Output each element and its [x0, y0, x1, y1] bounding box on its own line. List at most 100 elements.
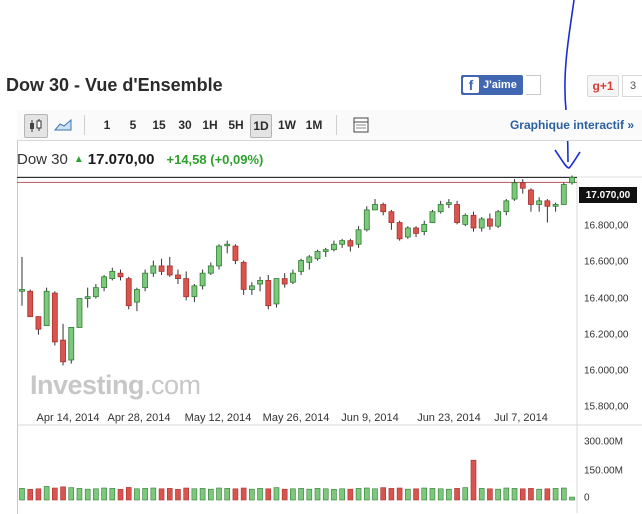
candle-body: [560, 184, 567, 205]
candle-body: [519, 182, 526, 189]
facebook-like-button[interactable]: f J'aime: [461, 75, 523, 95]
candle-body: [487, 218, 493, 227]
facebook-icon: f: [463, 77, 479, 93]
volume-bar: [544, 488, 551, 501]
volume-bar: [347, 488, 354, 501]
candle-body: [158, 265, 165, 272]
candle-body: [125, 278, 132, 307]
volume-bar: [569, 496, 575, 501]
candle-body: [339, 240, 346, 245]
volume-bar: [232, 488, 239, 501]
y-tick-label: 16.600,00: [584, 256, 629, 268]
candle-body: [51, 292, 58, 343]
volume-tick-label: 0: [584, 492, 590, 504]
x-tick-label: May 12, 2014: [184, 412, 252, 424]
candle-body: [142, 272, 149, 289]
volume-bar: [166, 488, 173, 501]
volume-bar: [298, 488, 304, 501]
candle-body: [43, 290, 50, 327]
y-tick-label: 16.200,00: [584, 329, 629, 341]
candle-body: [191, 285, 198, 298]
volume-bar: [462, 487, 469, 501]
volume-bar: [273, 487, 280, 501]
candle-body: [27, 290, 34, 317]
period-5[interactable]: 5: [129, 118, 137, 132]
period-1d[interactable]: 1D: [250, 114, 272, 138]
volume-bar: [76, 488, 83, 501]
candle-body: [470, 214, 477, 229]
candle-body: [84, 296, 91, 299]
candlestick-icon: [30, 119, 42, 132]
candle-body: [478, 218, 485, 229]
candle-body: [232, 245, 239, 261]
volume-bar: [117, 489, 124, 501]
candle-body: [183, 278, 190, 298]
x-tick-label: May 26, 2014: [262, 412, 330, 424]
volume-bar: [478, 488, 485, 501]
watermark-brand: Investing: [30, 370, 145, 400]
volume-bar: [150, 487, 157, 501]
quote-bar: Dow 30 ▲ 17.070,00 +14,58 (+0,09%): [17, 151, 263, 168]
period-1h[interactable]: 1H: [202, 118, 218, 132]
facebook-like-label: J'aime: [483, 79, 517, 91]
volume-bar: [191, 488, 198, 501]
volume-bar: [208, 488, 214, 501]
toolbar-divider: [84, 115, 85, 135]
volume-bar: [536, 488, 542, 501]
volume-bar: [125, 487, 132, 501]
interactive-chart-link[interactable]: Graphique interactif »: [509, 118, 634, 132]
volume-bar: [27, 489, 34, 501]
y-tick-label: 16.000,00: [584, 365, 629, 377]
candle-body: [528, 189, 534, 205]
candle-body: [331, 243, 337, 251]
table-view-button[interactable]: [350, 114, 372, 136]
candle-body: [396, 222, 403, 240]
period-1[interactable]: 1: [103, 118, 111, 132]
volume-bar: [396, 487, 403, 501]
candle-body: [511, 182, 518, 200]
period-1w[interactable]: 1W: [278, 118, 296, 132]
y-tick-label: 15.800,00: [584, 401, 629, 413]
volume-bar: [322, 488, 329, 501]
area-chart-button[interactable]: [52, 114, 74, 136]
candle-body: [454, 204, 460, 223]
volume-bar: [528, 488, 534, 501]
period-5h[interactable]: 5H: [228, 118, 244, 132]
table-icon: [353, 117, 369, 133]
candle-body: [413, 227, 419, 234]
candle-body: [437, 204, 444, 213]
period-1m[interactable]: 1M: [305, 118, 323, 132]
volume-bar: [224, 488, 231, 501]
y-tick-label: 16.400,00: [584, 293, 629, 304]
candlestick-chart-button[interactable]: [24, 114, 48, 138]
gplus-count: 3: [622, 75, 642, 97]
period-15[interactable]: 15: [152, 118, 166, 132]
volume-bar: [52, 487, 58, 501]
x-tick-label: Jun 23, 2014: [417, 412, 481, 424]
candle-body: [273, 278, 280, 305]
candle-body: [372, 204, 378, 211]
volume-tick-label: 300.00M: [584, 436, 623, 448]
candle-body: [68, 327, 75, 361]
volume-tick-label: 150.00M: [584, 465, 623, 477]
price-change: +14,58 (+0,09%): [166, 152, 264, 167]
candle-body: [92, 287, 99, 298]
volume-bar: [109, 488, 116, 501]
candle-body: [322, 249, 329, 252]
volume-bar: [93, 488, 99, 501]
chart-toolbar: [17, 110, 642, 141]
volume-bar: [519, 488, 526, 501]
volume-bar: [421, 487, 428, 501]
volume-bar: [43, 486, 50, 501]
watermark-suffix: .com: [144, 370, 201, 400]
last-price: 17.070,00: [87, 151, 155, 168]
gplus-button[interactable]: g+1: [587, 75, 619, 97]
period-30[interactable]: 30: [178, 118, 192, 132]
volume-bar: [60, 486, 66, 501]
volume-bar: [446, 488, 452, 501]
candle-body: [134, 289, 140, 303]
volume-bar: [511, 488, 518, 501]
volume-bar: [495, 488, 501, 501]
area-chart-icon: [54, 118, 72, 131]
